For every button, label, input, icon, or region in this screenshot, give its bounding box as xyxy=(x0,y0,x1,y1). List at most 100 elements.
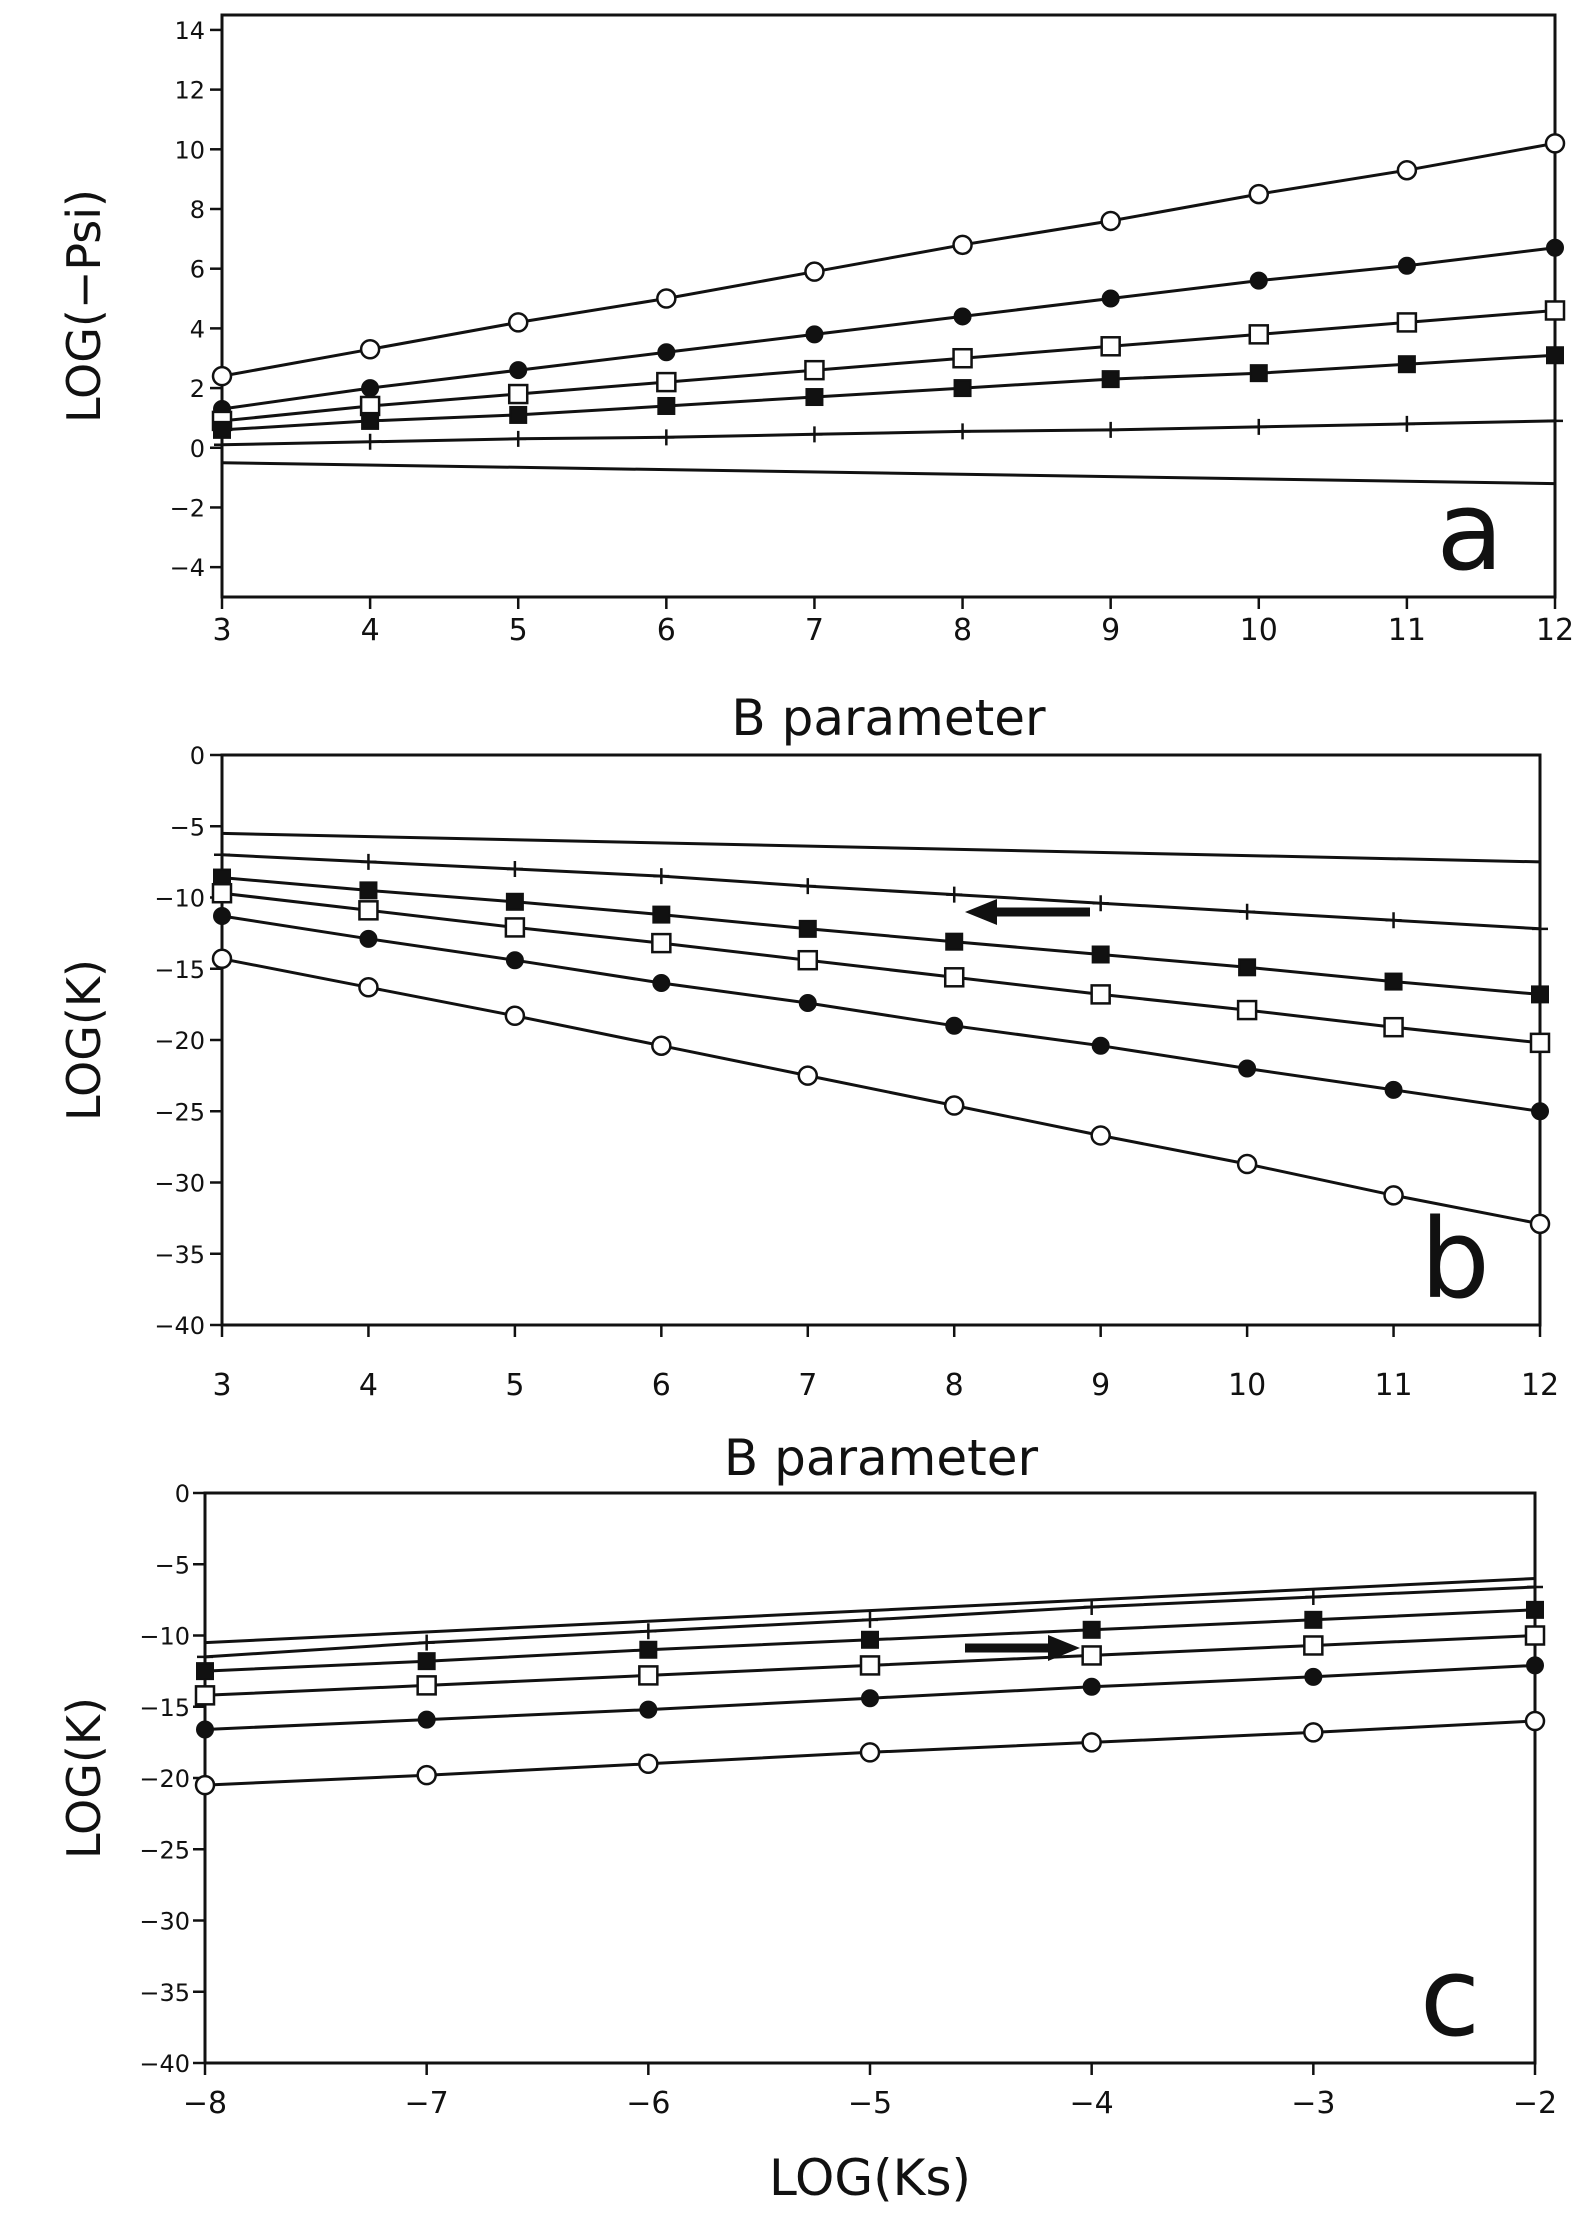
data-point-filled-circle xyxy=(505,951,524,970)
data-point-open-square xyxy=(416,1675,437,1696)
x-tick-label: 7 xyxy=(805,613,824,648)
data-point-filled-square xyxy=(1304,1610,1323,1629)
data-point-filled-circle xyxy=(196,1720,214,1739)
x-tick-label: 5 xyxy=(505,1368,524,1403)
data-point-plus xyxy=(1532,920,1548,937)
data-point-filled-square xyxy=(1082,1620,1101,1639)
x-tick-label: 5 xyxy=(509,613,528,648)
arrow-left-icon xyxy=(965,899,997,925)
x-axis-title: B parameter xyxy=(724,1429,1039,1487)
y-axis-title: LOG(K) xyxy=(57,1697,111,1859)
x-tick-label: 3 xyxy=(212,613,231,648)
data-point-open-square xyxy=(1303,1635,1324,1656)
data-point-filled-circle xyxy=(1531,1102,1549,1121)
x-tick-label: 9 xyxy=(1101,613,1120,648)
y-tick-label: −2 xyxy=(170,494,205,522)
data-point-plus xyxy=(418,1634,435,1651)
series-line-6 xyxy=(221,957,1541,1226)
data-point-filled-circle xyxy=(798,993,817,1012)
plot-frame xyxy=(220,753,1542,1327)
data-point-open-square xyxy=(638,1665,659,1686)
data-point-open-square xyxy=(507,383,529,405)
x-tick-label: −2 xyxy=(1513,2086,1557,2121)
data-point-open-circle xyxy=(1524,1710,1546,1732)
x-tick-label: 6 xyxy=(652,1368,671,1403)
data-point-filled-square xyxy=(213,420,231,439)
x-tick-label: 4 xyxy=(359,1368,378,1403)
data-point-filled-square xyxy=(1546,346,1564,365)
data-point-open-square xyxy=(656,371,677,393)
series-line-3 xyxy=(221,309,1556,423)
data-point-filled-circle xyxy=(1082,1677,1101,1696)
data-point-filled-circle xyxy=(1091,1036,1110,1055)
data-point-open-square xyxy=(1100,336,1121,357)
data-point-open-square xyxy=(504,917,526,938)
data-point-open-circle xyxy=(952,234,973,256)
data-point-filled-square xyxy=(1397,355,1416,374)
data-point-filled-circle xyxy=(657,343,676,362)
x-tick-label: 10 xyxy=(1228,1368,1266,1403)
x-tick-label: 10 xyxy=(1240,613,1278,648)
y-tick-label: 6 xyxy=(190,256,205,284)
x-tick-label: 9 xyxy=(1091,1368,1110,1403)
y-tick-label: −25 xyxy=(154,1098,205,1126)
data-point-filled-circle xyxy=(1304,1667,1323,1686)
data-point-open-circle xyxy=(804,261,825,282)
data-point-plus xyxy=(1385,912,1402,929)
data-point-open-square xyxy=(651,932,672,954)
data-point-open-circle xyxy=(1090,1125,1111,1146)
data-point-filled-square xyxy=(361,411,380,430)
series-line-1 xyxy=(221,141,1556,378)
series-line-4 xyxy=(221,891,1541,1045)
x-tick-label: 6 xyxy=(657,613,676,648)
plot-frame xyxy=(220,13,1557,599)
y-tick-label: 0 xyxy=(190,742,205,770)
y-tick-label: −40 xyxy=(139,2050,190,2078)
data-point-open-circle xyxy=(507,312,529,333)
data-point-filled-circle xyxy=(509,361,528,380)
y-tick-label: −4 xyxy=(170,554,205,582)
series-line-2 xyxy=(221,246,1556,411)
data-point-filled-circle xyxy=(861,1689,879,1708)
data-point-filled-circle xyxy=(1384,1080,1403,1099)
data-point-open-circle xyxy=(358,977,379,998)
series-line-1 xyxy=(221,831,1541,864)
data-point-filled-square xyxy=(1531,985,1549,1004)
data-point-plus xyxy=(1083,1599,1100,1615)
data-point-filled-square xyxy=(1526,1600,1544,1619)
data-point-open-circle xyxy=(194,1774,216,1796)
data-point-plus xyxy=(1250,418,1267,435)
y-tick-label: −10 xyxy=(154,885,205,913)
data-point-open-circle xyxy=(943,1095,965,1116)
data-point-filled-circle xyxy=(1238,1059,1257,1078)
data-point-open-square xyxy=(1529,1032,1551,1054)
data-point-filled-circle xyxy=(639,1700,658,1719)
data-point-open-square xyxy=(211,882,233,904)
data-point-filled-square xyxy=(196,1662,214,1681)
series-line-5 xyxy=(221,914,1541,1113)
y-tick-label: 4 xyxy=(190,315,205,343)
y-tick-label: −20 xyxy=(139,1765,190,1793)
x-tick-label: 11 xyxy=(1388,613,1426,648)
y-tick-label: −25 xyxy=(139,1836,190,1864)
data-point-open-square xyxy=(859,1655,881,1676)
y-tick-label: −30 xyxy=(139,1908,190,1936)
x-tick-label: 4 xyxy=(361,613,380,648)
data-point-open-circle xyxy=(1248,183,1270,205)
y-tick-label: −15 xyxy=(154,956,205,984)
series-line-4 xyxy=(221,353,1556,432)
data-point-filled-circle xyxy=(213,907,231,926)
panel-c: −8 −7 −6 −5 −4 −3 −20−5−10−15−20−25−30−35−40LO… xyxy=(57,1480,1557,2207)
data-point-plus xyxy=(360,853,377,870)
data-point-filled-circle xyxy=(1249,271,1268,290)
data-point-open-circle xyxy=(638,1753,659,1774)
y-tick-label: 0 xyxy=(175,1480,190,1508)
data-point-open-circle xyxy=(1236,1153,1258,1175)
data-point-filled-square xyxy=(1249,364,1268,383)
x-tick-label: −6 xyxy=(626,2086,670,2121)
panel-label: b xyxy=(1420,1195,1490,1323)
data-point-filled-square xyxy=(652,905,671,924)
data-point-filled-circle xyxy=(1101,289,1120,308)
data-point-open-square xyxy=(358,900,379,921)
